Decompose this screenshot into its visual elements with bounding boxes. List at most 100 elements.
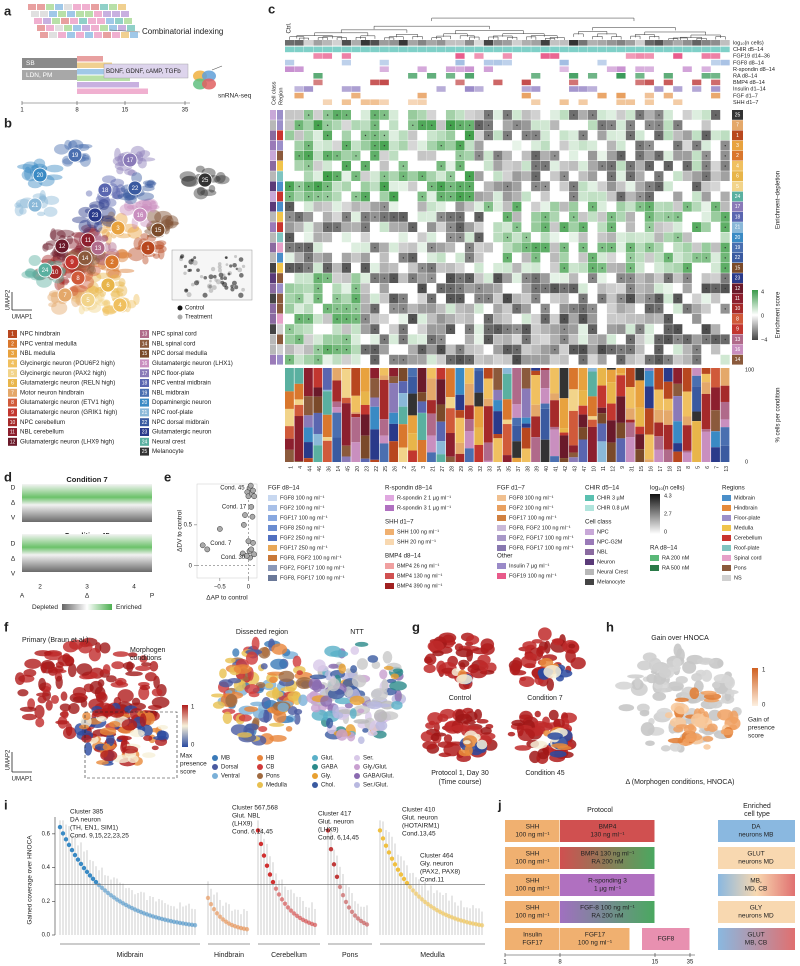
result-label: MD, CB — [745, 886, 768, 893]
significance-dot — [677, 298, 679, 300]
cluster-annotation: Cond.11 — [420, 877, 444, 884]
composition-bar — [332, 401, 342, 408]
annotation-cell — [616, 46, 626, 53]
heatmap-cell — [682, 283, 692, 294]
composition-bar — [370, 406, 380, 430]
significance-dot — [544, 185, 547, 188]
plate-well — [100, 25, 108, 31]
umap-cells — [652, 691, 667, 701]
heatmap-cell — [597, 191, 607, 202]
condition-label: 20 — [355, 466, 361, 472]
umap-cells — [222, 711, 233, 724]
condition-bar — [77, 88, 148, 94]
composition-bar — [692, 411, 701, 422]
significance-dot — [648, 298, 651, 300]
umap-cells — [116, 249, 128, 259]
composition-bar — [417, 392, 427, 402]
heatmap-cell — [569, 242, 579, 253]
heatmap-cell — [711, 232, 721, 243]
composition-bar — [692, 421, 701, 462]
axis-label: D — [11, 485, 16, 492]
heatmap-cell — [408, 130, 418, 141]
heatmap-cell — [635, 283, 645, 294]
umap-cells — [78, 144, 93, 149]
heatmap-cell — [673, 130, 683, 141]
umap-cells — [287, 691, 299, 701]
label: presence — [180, 761, 207, 768]
umap-cells — [148, 204, 160, 210]
annotation-cell — [550, 46, 560, 53]
composition-bar — [408, 450, 417, 462]
umap-cells — [615, 681, 633, 690]
heatmap-cell — [616, 232, 626, 243]
heatmap-cell — [474, 314, 484, 324]
significance-dot — [298, 185, 300, 188]
heatmap-cell — [322, 293, 333, 304]
umap-cells — [634, 677, 641, 689]
plate-well — [82, 25, 90, 31]
significance-dot — [592, 206, 594, 208]
legend-swatch — [140, 437, 149, 446]
step-label: SHH — [526, 905, 540, 912]
row-cluster-label: 17 — [735, 204, 741, 210]
heatmap-cell — [711, 252, 721, 263]
enrichment-map — [22, 534, 152, 572]
significance-dot — [573, 216, 575, 218]
composition-bar — [578, 405, 588, 415]
row-cluster-label: 24 — [735, 194, 741, 200]
significance-dot — [667, 277, 670, 279]
legend-title: Regions — [722, 485, 745, 492]
label: Enriched — [743, 803, 771, 810]
umap-cells — [675, 675, 688, 684]
cluster-marker — [140, 240, 156, 256]
condition-label: 2 — [402, 466, 408, 469]
umap-cells — [72, 686, 87, 698]
legend-swatch — [177, 305, 183, 311]
umap-cells — [480, 726, 492, 735]
composition-bar — [445, 408, 455, 434]
legend-swatch — [212, 755, 218, 761]
heatmap-cell — [313, 212, 323, 222]
significance-dot — [468, 134, 471, 137]
heatmap-cell — [408, 191, 418, 202]
label: conditions — [130, 655, 162, 662]
heatmap-cell — [569, 334, 579, 345]
heatmap-cell — [398, 191, 408, 202]
legend-number: 14 — [142, 341, 148, 347]
plate-well — [94, 11, 102, 17]
legend-label: NBL cerebellum — [20, 429, 64, 436]
significance-dot — [506, 236, 509, 239]
heatmap-cell — [464, 293, 475, 304]
legend-label: FGF19 100 ng ml⁻¹ — [509, 573, 557, 579]
significance-dot — [468, 277, 471, 279]
umap-cells — [250, 701, 264, 707]
region-cell — [277, 150, 283, 161]
inset-cell — [191, 282, 195, 287]
inset-cell — [183, 264, 188, 269]
composition-bar — [644, 459, 654, 462]
annotation-cell — [616, 99, 626, 105]
umap-cells — [106, 675, 117, 683]
heatmap-cell — [303, 120, 314, 130]
umap-cells — [309, 674, 327, 680]
legend-label: FGF2, FGF17 100 ng ml⁻¹ — [280, 565, 345, 571]
result-label: neurons MD — [738, 913, 774, 920]
heatmap-cell — [294, 324, 304, 334]
annotation-cell — [313, 40, 323, 46]
significance-dot — [317, 298, 319, 300]
condition-label: 45 — [345, 466, 351, 472]
cluster-marker — [110, 220, 126, 236]
composition-bar — [322, 437, 332, 441]
umap-cells — [58, 276, 65, 285]
umap-cells — [131, 697, 141, 706]
heatmap-cell — [692, 273, 702, 283]
heatmap-cell — [673, 181, 683, 192]
significance-dot — [487, 134, 490, 137]
composition-bar — [502, 373, 512, 400]
composition-bar — [616, 396, 626, 423]
umap-cells — [326, 717, 334, 729]
heatmap-cell — [521, 181, 531, 192]
umap-cells — [97, 257, 108, 270]
umap-cells — [127, 754, 139, 764]
cluster-point — [78, 861, 84, 867]
